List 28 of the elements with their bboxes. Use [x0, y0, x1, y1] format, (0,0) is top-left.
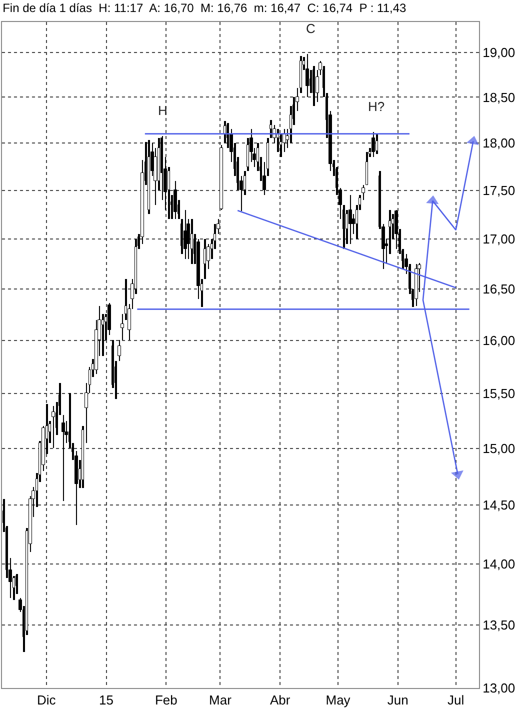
y-tick-label: 17,00 — [482, 231, 516, 246]
point — [426, 195, 439, 204]
x-tick-label: Mar — [209, 692, 232, 708]
chart-title: Fin de día 1 días H: 11:17 A: 16,70 M: 16,76 m: 16,47 C: 16,74 P : 11,43 — [2, 0, 407, 15]
annotation: C — [306, 21, 316, 36]
annotation: H — [158, 103, 168, 118]
point — [450, 470, 464, 480]
y-tick-label: 18,00 — [482, 136, 516, 151]
x-tick-label: Jun — [387, 692, 408, 708]
y-tick-label: 17,50 — [482, 182, 516, 198]
y-tick-label: 15,50 — [482, 386, 516, 402]
y-tick-label: 14,00 — [482, 556, 516, 572]
y-tick-label: 13,00 — [482, 680, 516, 696]
x-tick-label: 15 — [99, 692, 114, 708]
annotation: H? — [368, 99, 385, 114]
point — [466, 136, 479, 146]
y-tick-label: 15,00 — [482, 440, 516, 456]
y-tick-label: 14,50 — [482, 498, 516, 513]
y-tick-label: 18,50 — [482, 90, 516, 105]
x-tick-label: Dic — [37, 692, 56, 708]
y-tick-label: 19,00 — [482, 45, 516, 60]
x-tick-label: Feb — [154, 692, 178, 708]
x-tick-label: Jul — [448, 692, 464, 708]
y-tick-label: 13,50 — [482, 617, 516, 632]
x-tick-label: May — [326, 692, 351, 708]
y-tick-label: 16,50 — [482, 281, 516, 296]
y-tick-label: 16,00 — [482, 332, 516, 348]
x-tick-label: Abr — [270, 692, 291, 708]
